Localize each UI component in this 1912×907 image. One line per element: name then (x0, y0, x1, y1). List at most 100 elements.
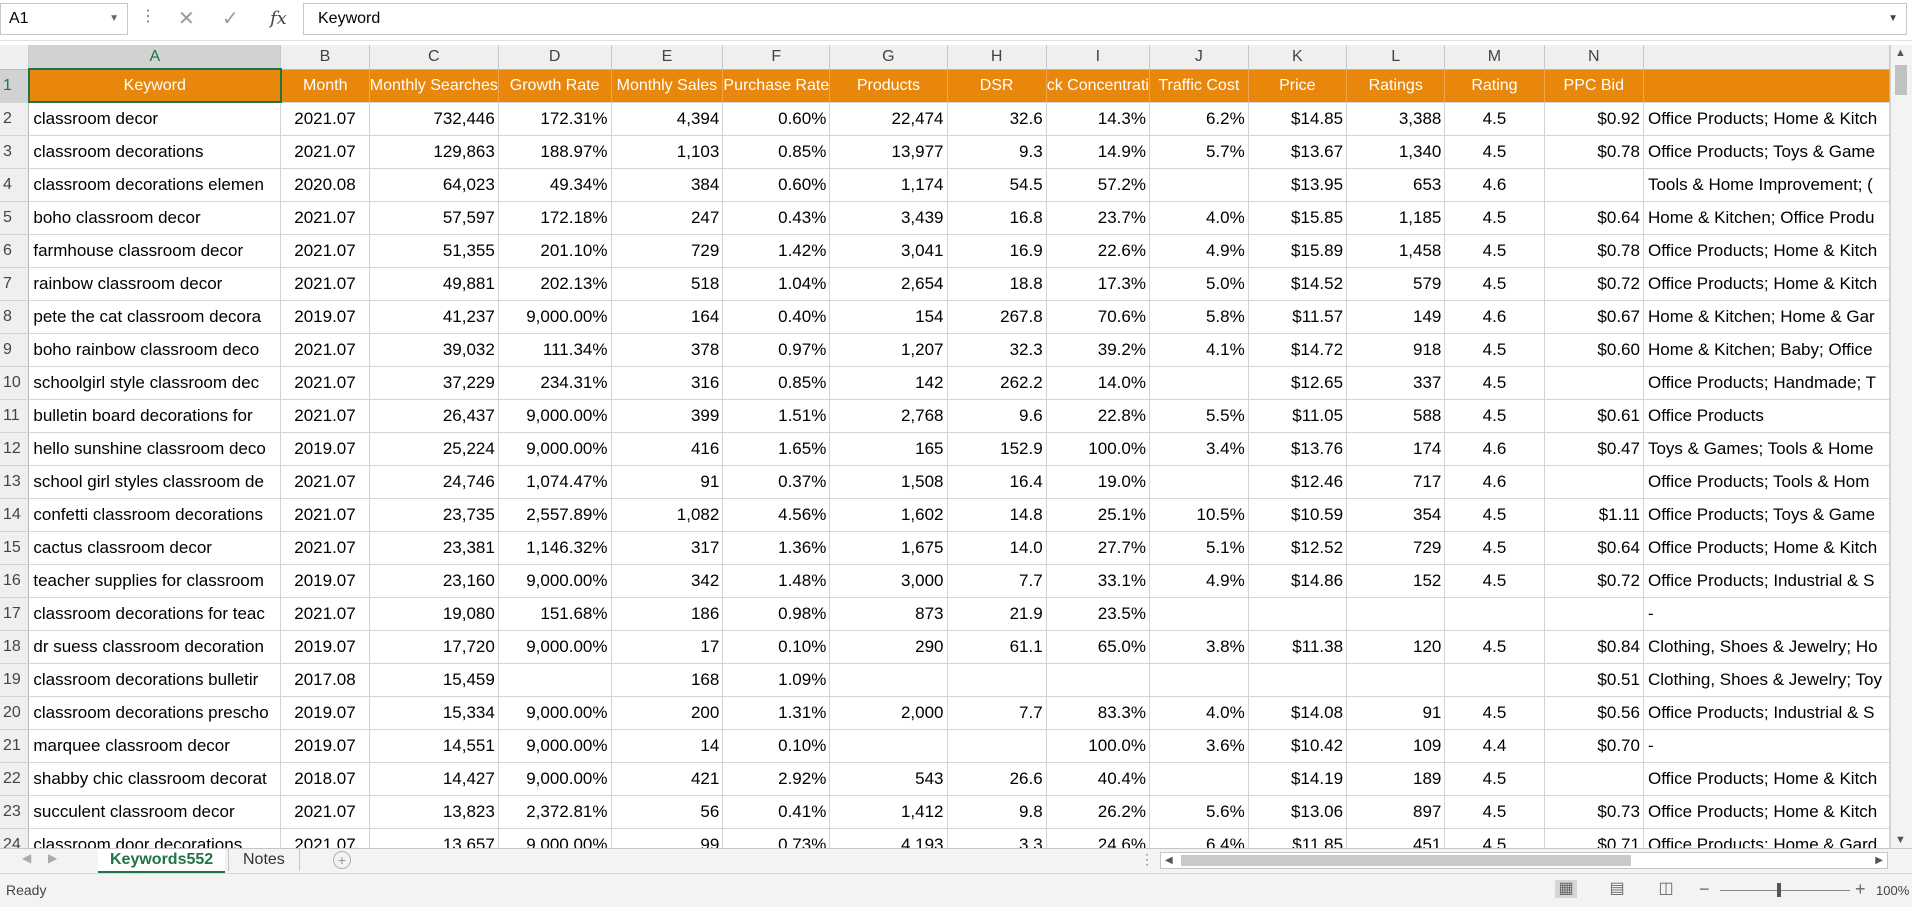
table-cell[interactable] (1248, 597, 1348, 631)
formula-input[interactable]: Keyword ▼ (303, 3, 1907, 35)
row-header[interactable]: 14 (0, 498, 30, 532)
table-cell[interactable]: 1,174 (829, 168, 948, 202)
table-cell[interactable]: 1,207 (829, 333, 948, 367)
page-layout-view-icon[interactable]: ▤ (1609, 880, 1625, 897)
table-cell[interactable]: 3,439 (829, 201, 948, 235)
table-cell[interactable]: 4.5 (1444, 135, 1545, 169)
row-header[interactable]: 8 (0, 300, 30, 334)
table-cell[interactable]: 2021.07 (280, 465, 370, 499)
table-cell[interactable]: 9,000.00% (498, 729, 612, 763)
table-cell[interactable]: 732,446 (369, 102, 499, 136)
table-cell[interactable]: 16.4 (947, 465, 1047, 499)
table-cell[interactable]: 0.41% (722, 795, 831, 829)
header-cell[interactable]: Keyword (27, 68, 282, 103)
table-cell[interactable]: 0.85% (722, 366, 831, 400)
table-cell[interactable]: 0.40% (722, 300, 831, 334)
table-cell[interactable]: 22.6% (1046, 234, 1150, 268)
table-cell[interactable]: hello sunshine classroom deco (28, 432, 282, 466)
table-cell[interactable] (1046, 663, 1150, 697)
table-cell[interactable]: Tools & Home Improvement; ( (1643, 168, 1890, 202)
table-cell[interactable] (1544, 597, 1644, 631)
table-cell[interactable]: - (1643, 729, 1890, 763)
table-cell[interactable]: 4.5 (1444, 399, 1545, 433)
table-cell[interactable]: 9.8 (947, 795, 1047, 829)
table-cell[interactable]: 4.5 (1444, 696, 1545, 730)
table-cell[interactable]: $14.52 (1248, 267, 1348, 301)
table-cell[interactable]: boho rainbow classroom deco (28, 333, 282, 367)
table-cell[interactable]: $11.85 (1248, 828, 1348, 848)
table-cell[interactable]: Office Products; Home & Kitch (1643, 267, 1890, 301)
header-cell[interactable]: Traffic Cost (1149, 69, 1249, 103)
table-cell[interactable]: 54.5 (947, 168, 1047, 202)
table-cell[interactable]: 202.13% (498, 267, 612, 301)
table-cell[interactable]: 91 (611, 465, 724, 499)
table-cell[interactable] (1544, 168, 1644, 202)
row-header[interactable]: 16 (0, 564, 30, 598)
table-cell[interactable]: 14.8 (947, 498, 1047, 532)
table-cell[interactable]: 342 (611, 564, 724, 598)
table-cell[interactable]: $15.85 (1248, 201, 1348, 235)
table-cell[interactable]: 9,000.00% (498, 828, 612, 848)
table-cell[interactable]: 247 (611, 201, 724, 235)
table-cell[interactable]: 2021.07 (280, 333, 370, 367)
table-cell[interactable]: Office Products; Handmade; T (1643, 366, 1890, 400)
table-cell[interactable]: 317 (611, 531, 724, 565)
table-cell[interactable]: 399 (611, 399, 724, 433)
scroll-up-icon[interactable]: ▲ (1895, 47, 1906, 59)
table-cell[interactable]: 4.5 (1444, 531, 1545, 565)
column-header[interactable]: D (498, 45, 612, 70)
row-header[interactable]: 11 (0, 399, 30, 433)
table-cell[interactable]: 16.8 (947, 201, 1047, 235)
insert-function-icon[interactable]: fx (270, 8, 287, 29)
table-cell[interactable]: Office Products; Toys & Game (1643, 135, 1890, 169)
table-cell[interactable]: 579 (1346, 267, 1446, 301)
row-header[interactable]: 20 (0, 696, 30, 730)
table-cell[interactable]: 91 (1346, 696, 1446, 730)
table-cell[interactable]: marquee classroom decor (28, 729, 282, 763)
table-cell[interactable]: 451 (1346, 828, 1446, 848)
table-cell[interactable]: 2021.07 (280, 597, 370, 631)
table-cell[interactable]: 57.2% (1046, 168, 1150, 202)
table-cell[interactable]: 15,334 (369, 696, 499, 730)
table-cell[interactable]: 1,412 (829, 795, 948, 829)
table-cell[interactable]: $14.72 (1248, 333, 1348, 367)
table-cell[interactable]: 0.10% (722, 729, 831, 763)
table-cell[interactable]: 9.6 (947, 399, 1047, 433)
select-all-corner[interactable] (0, 45, 30, 70)
table-cell[interactable]: 172.18% (498, 201, 612, 235)
table-cell[interactable]: Toys & Games; Tools & Home (1643, 432, 1890, 466)
table-cell[interactable]: $0.73 (1544, 795, 1644, 829)
table-cell[interactable]: 26.6 (947, 762, 1047, 796)
table-cell[interactable]: 39,032 (369, 333, 499, 367)
table-cell[interactable]: 23.7% (1046, 201, 1150, 235)
table-cell[interactable]: 23,381 (369, 531, 499, 565)
table-cell[interactable]: 152.9 (947, 432, 1047, 466)
table-cell[interactable]: 4.1% (1149, 333, 1249, 367)
table-cell[interactable]: $0.60 (1544, 333, 1644, 367)
table-cell[interactable]: $0.64 (1544, 201, 1644, 235)
table-cell[interactable]: 49,881 (369, 267, 499, 301)
column-header[interactable]: A (28, 45, 282, 70)
table-cell[interactable]: 149 (1346, 300, 1446, 334)
table-cell[interactable] (1149, 366, 1249, 400)
table-cell[interactable]: 14.0% (1046, 366, 1150, 400)
table-cell[interactable]: 17.3% (1046, 267, 1150, 301)
table-cell[interactable]: 4.5 (1444, 102, 1545, 136)
table-cell[interactable]: 2019.07 (280, 729, 370, 763)
enter-icon[interactable]: ✓ (222, 8, 239, 30)
table-cell[interactable] (1544, 465, 1644, 499)
table-cell[interactable]: 2017.08 (280, 663, 370, 697)
table-cell[interactable]: 32.6 (947, 102, 1047, 136)
table-cell[interactable]: 152 (1346, 564, 1446, 598)
table-cell[interactable]: 4.5 (1444, 795, 1545, 829)
table-cell[interactable]: 2021.07 (280, 366, 370, 400)
table-cell[interactable]: 40.4% (1046, 762, 1150, 796)
table-cell[interactable]: 873 (829, 597, 948, 631)
table-cell[interactable]: 4.9% (1149, 234, 1249, 268)
table-cell[interactable]: 421 (611, 762, 724, 796)
table-cell[interactable]: 26.2% (1046, 795, 1150, 829)
vertical-scrollbar[interactable]: ▲ ▼ (1890, 45, 1912, 848)
table-cell[interactable]: rainbow classroom decor (28, 267, 282, 301)
next-sheet-icon[interactable]: ▶ (48, 851, 58, 865)
table-cell[interactable]: 154 (829, 300, 948, 334)
